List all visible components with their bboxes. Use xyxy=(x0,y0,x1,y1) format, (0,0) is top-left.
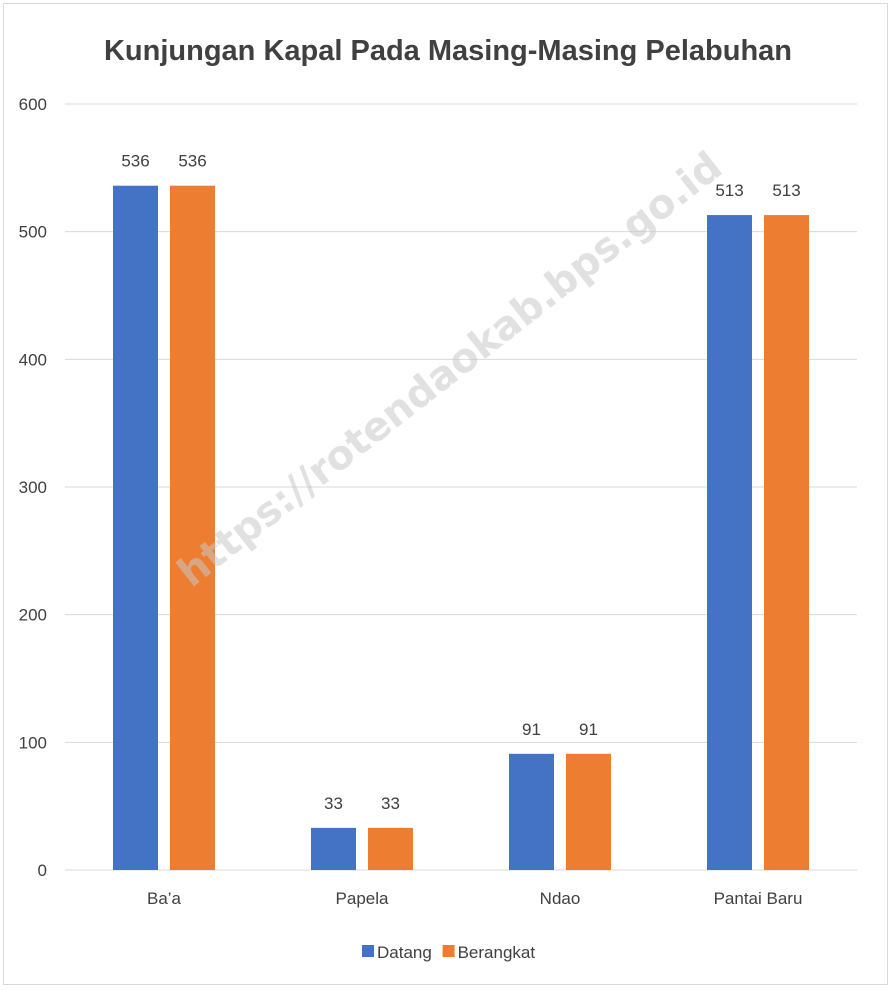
legend-label: Berangkat xyxy=(458,943,536,962)
y-tick-label: 0 xyxy=(38,861,47,880)
y-axis-ticks: 0 100 200 300 400 500 600 xyxy=(19,95,47,880)
data-label: 33 xyxy=(381,794,400,813)
x-tick-label: Ndao xyxy=(540,889,581,908)
y-tick-label: 100 xyxy=(19,733,47,752)
data-label: 536 xyxy=(121,152,149,171)
y-tick-label: 600 xyxy=(19,95,47,114)
data-label: 91 xyxy=(579,720,598,739)
x-tick-label: Papela xyxy=(336,889,389,908)
legend-label: Datang xyxy=(377,943,432,962)
bars xyxy=(113,185,809,870)
bar-datang-2 xyxy=(509,753,554,870)
data-label: 91 xyxy=(522,720,541,739)
bar-datang-0 xyxy=(113,185,158,870)
bar-berangkat-3 xyxy=(764,215,809,870)
data-label: 513 xyxy=(715,181,743,200)
data-label: 513 xyxy=(772,181,800,200)
y-tick-label: 400 xyxy=(19,350,47,369)
chart-title: Kunjungan Kapal Pada Masing-Masing Pelab… xyxy=(104,35,792,67)
data-label: 33 xyxy=(324,794,343,813)
bar-berangkat-0 xyxy=(170,185,215,870)
bar-berangkat-1 xyxy=(368,827,413,870)
data-label: 536 xyxy=(178,152,206,171)
legend: Datang Berangkat xyxy=(362,943,535,962)
bar-berangkat-2 xyxy=(566,753,611,870)
legend-swatch xyxy=(362,945,374,957)
x-tick-label: Ba’a xyxy=(147,889,182,908)
y-tick-label: 300 xyxy=(19,478,47,497)
watermark: https://rotendaokab.bps.go.id xyxy=(169,143,731,596)
x-tick-label: Pantai Baru xyxy=(714,889,803,908)
bar-datang-3 xyxy=(707,215,752,870)
data-labels: 536 536 33 33 91 91 513 513 xyxy=(121,152,800,813)
bar-datang-1 xyxy=(311,827,356,870)
y-tick-label: 200 xyxy=(19,606,47,625)
legend-swatch xyxy=(442,945,455,957)
x-axis-ticks: Ba’a Papela Ndao Pantai Baru xyxy=(147,889,802,908)
y-tick-label: 500 xyxy=(19,223,47,242)
